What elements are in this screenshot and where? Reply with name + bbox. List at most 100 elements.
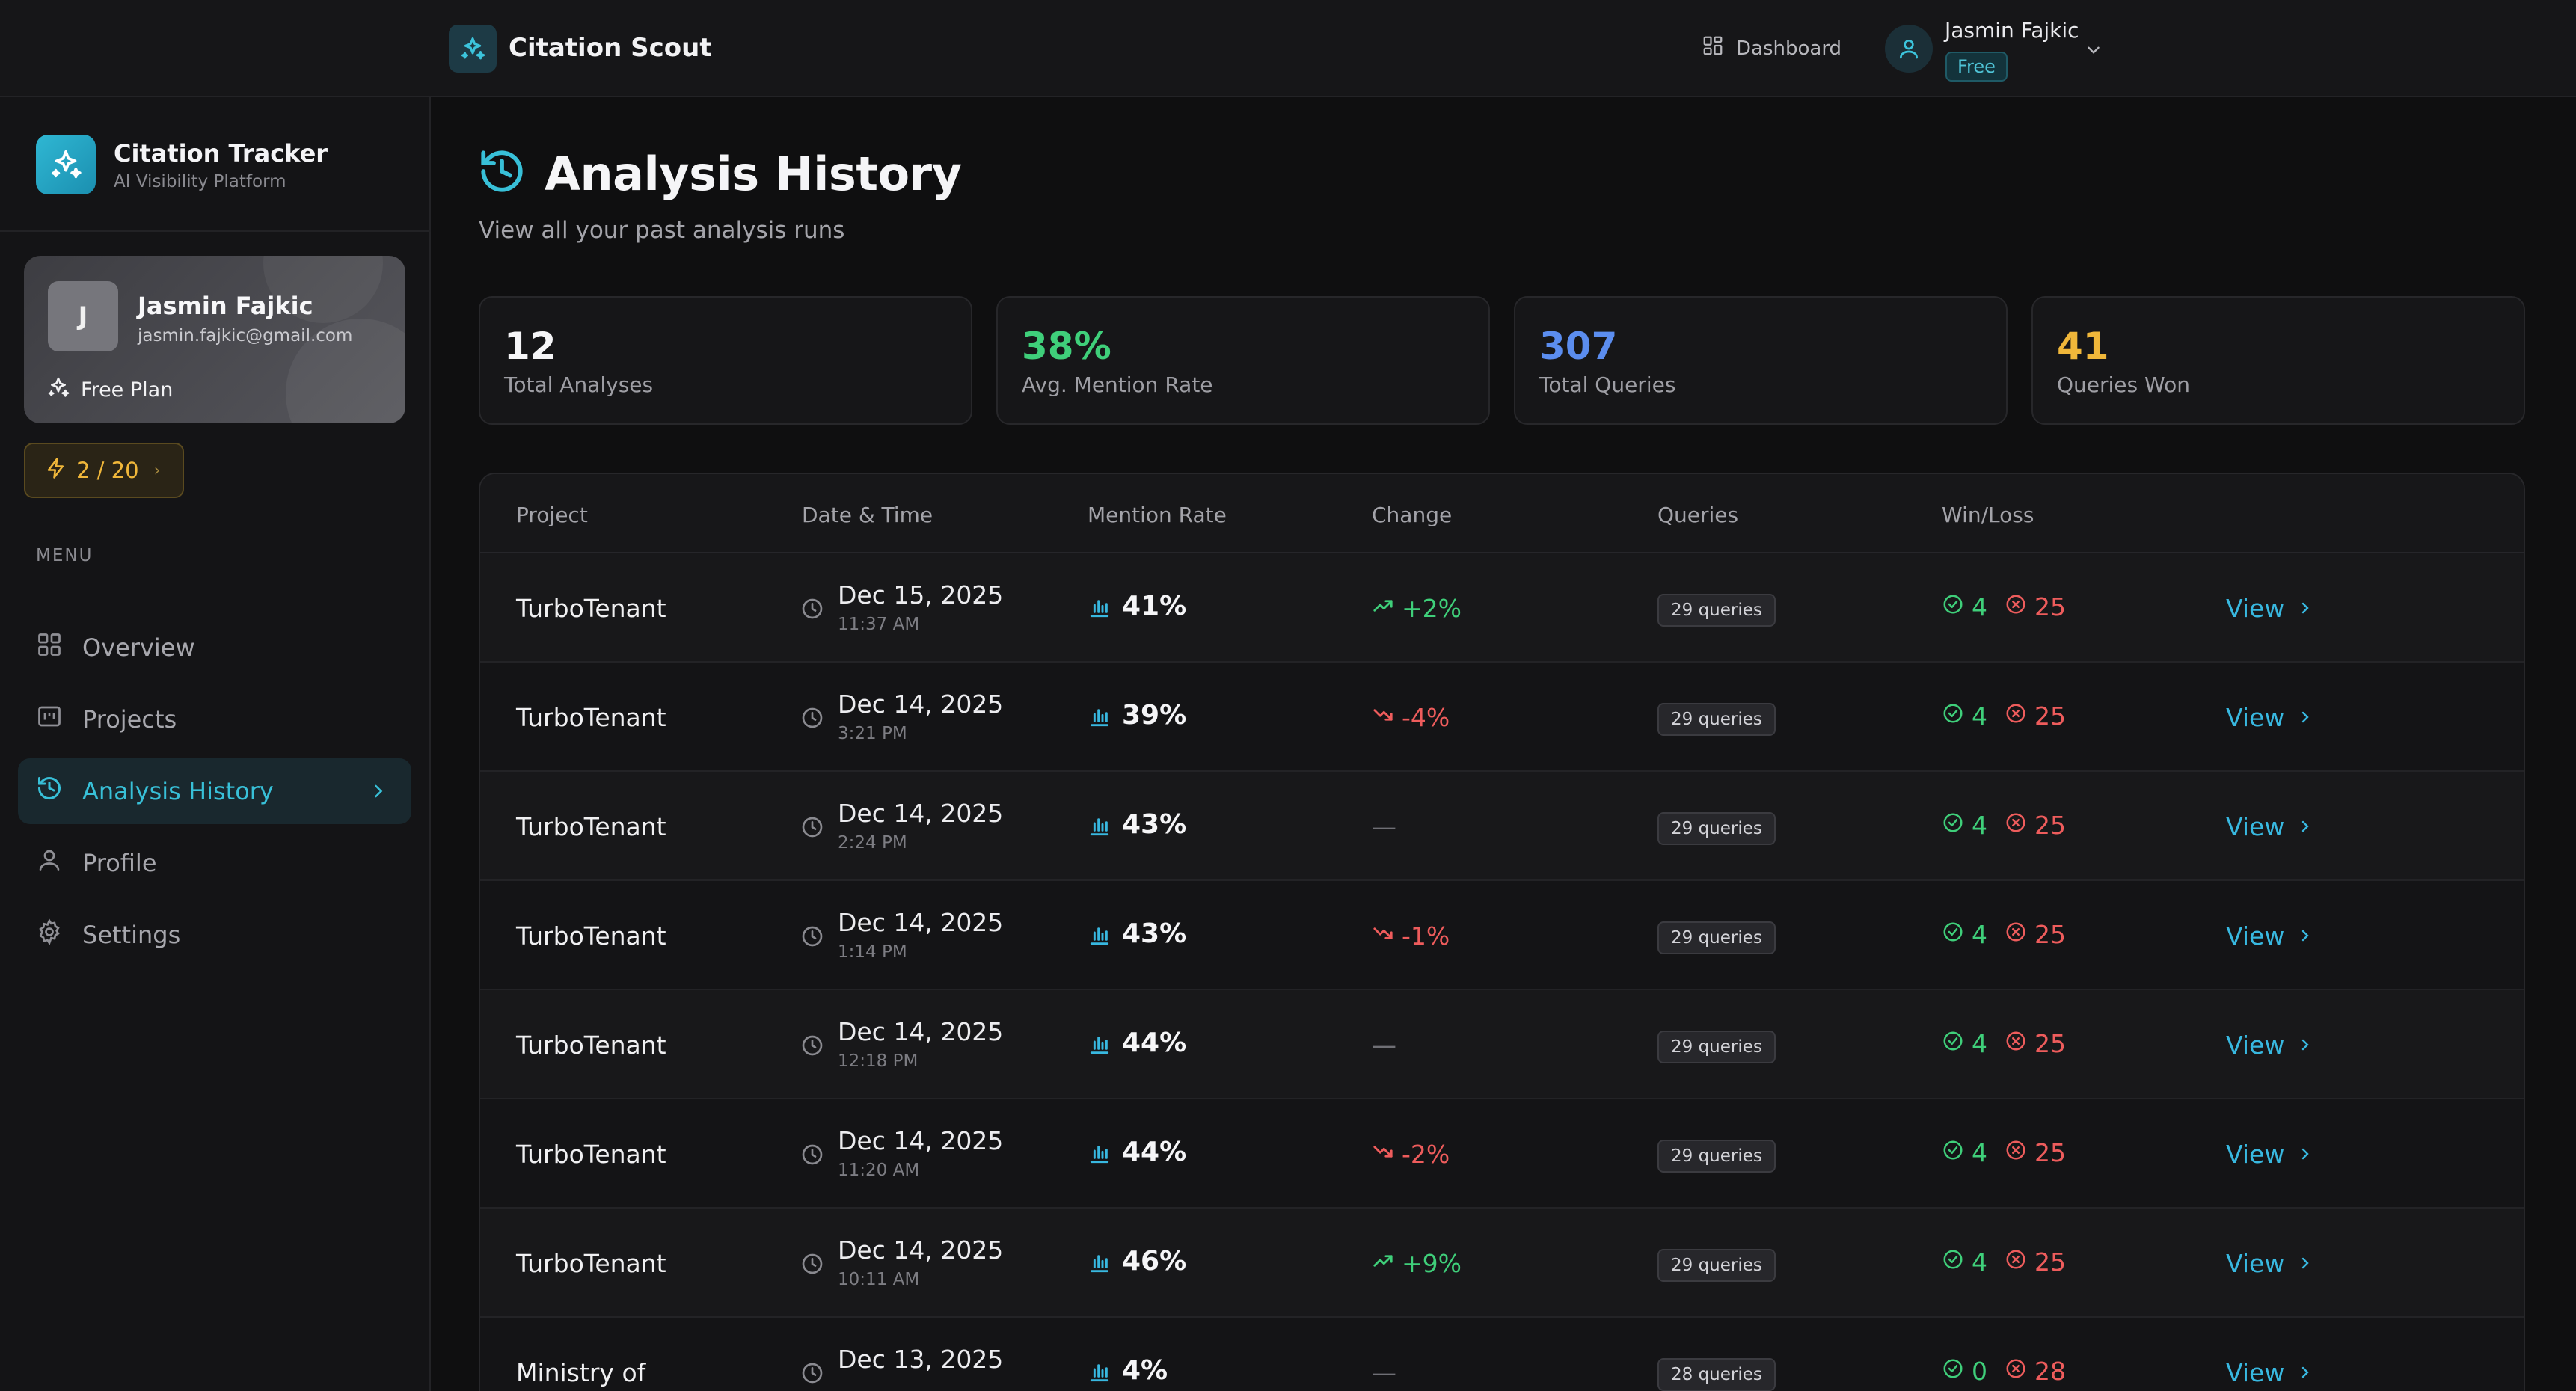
change-value: — — [1372, 812, 1396, 841]
view-button[interactable]: View — [2226, 1140, 2314, 1169]
run-date: Dec 14, 2025 — [838, 1235, 1004, 1265]
project-name: TurboTenant — [516, 703, 666, 732]
wins-count: 4 — [1942, 701, 1987, 731]
run-time: 1:14 PM — [838, 942, 907, 962]
mention-rate: 4% — [1122, 1355, 1168, 1386]
column-header-project: Project — [516, 503, 588, 527]
stat-card-total-queries: 307 Total Queries — [1514, 296, 2008, 425]
wins-value: 4 — [1972, 1029, 1987, 1058]
top-bar: Citation Scout Dashboard Jasmin Fajkic F… — [0, 0, 2576, 97]
change-indicator: +9% — [1372, 1249, 1462, 1278]
chevron-right-icon — [368, 779, 389, 808]
app-title[interactable]: Citation Scout — [509, 33, 712, 63]
losses-count: 25 — [2005, 920, 2066, 949]
wins-count: 4 — [1942, 920, 1987, 949]
wins-value: 4 — [1972, 1138, 1987, 1167]
column-header-win-loss: Win/Loss — [1942, 503, 2034, 527]
table-row[interactable]: TurboTenant Dec 14, 2025 11:20 AM 44% -2% 29 … — [480, 1099, 2524, 1209]
change-indicator: — — [1372, 1031, 1396, 1060]
bar-chart-icon — [1088, 924, 1111, 951]
change-value: — — [1372, 1031, 1396, 1060]
queries-badge: 29 queries — [1657, 703, 1776, 736]
view-label: View — [2226, 812, 2285, 841]
view-label: View — [2226, 921, 2285, 951]
view-label: View — [2226, 1140, 2285, 1169]
losses-value: 25 — [2034, 1138, 2066, 1167]
mention-rate: 46% — [1122, 1246, 1187, 1277]
check-circle-icon — [1942, 1138, 1964, 1167]
user-card[interactable]: J Jasmin Fajkic jasmin.fajkic@gmail.com … — [24, 256, 405, 423]
dashboard-link[interactable]: Dashboard — [1702, 34, 1841, 62]
stat-card-total-analyses: 12 Total Analyses — [479, 296, 972, 425]
losses-value: 25 — [2034, 920, 2066, 949]
sidebar-item-settings[interactable]: Settings — [18, 902, 411, 968]
user-name[interactable]: Jasmin Fajkic — [1945, 18, 2079, 43]
change-value: +9% — [1402, 1249, 1462, 1278]
user-icon — [36, 847, 63, 879]
sidebar-item-label: Settings — [82, 921, 181, 949]
sidebar-item-label: Analysis History — [82, 777, 274, 805]
change-value: — — [1372, 1358, 1396, 1387]
grid-icon — [36, 631, 63, 664]
queries-badge: 29 queries — [1657, 1031, 1776, 1063]
bar-chart-icon — [1088, 596, 1111, 623]
view-button[interactable]: View — [2226, 703, 2314, 732]
view-button[interactable]: View — [2226, 812, 2314, 841]
trending-down-icon — [1372, 1140, 1394, 1169]
plan-badge: Free — [1945, 52, 2008, 82]
credits-count: 2 / 20 — [76, 458, 139, 483]
losses-value: 25 — [2034, 1029, 2066, 1058]
losses-value: 25 — [2034, 592, 2066, 621]
table-row[interactable]: TurboTenant Dec 14, 2025 12:18 PM 44% — 29 qu… — [480, 990, 2524, 1099]
menu-section-label: MENU — [36, 546, 93, 565]
table-row[interactable]: TurboTenant Dec 15, 2025 11:37 AM 41% +2% 29 … — [480, 553, 2524, 663]
table-row[interactable]: TurboTenant Dec 14, 2025 10:11 AM 46% +9% 29 … — [480, 1209, 2524, 1318]
run-time: 11:37 AM — [838, 615, 920, 634]
mention-rate: 44% — [1122, 1028, 1187, 1058]
check-circle-icon — [1942, 701, 1964, 731]
credits-button[interactable]: 2 / 20 › — [24, 443, 184, 498]
view-button[interactable]: View — [2226, 1358, 2314, 1387]
sidebar-item-label: Overview — [82, 633, 195, 662]
x-circle-icon — [2005, 1138, 2027, 1167]
bar-chart-icon — [1088, 1251, 1111, 1278]
column-header-change: Change — [1372, 503, 1453, 527]
clock-icon — [800, 924, 824, 951]
table-row[interactable]: TurboTenant Dec 14, 2025 1:14 PM 43% -1% 29 q… — [480, 881, 2524, 990]
view-button[interactable]: View — [2226, 921, 2314, 951]
wins-count: 4 — [1942, 811, 1987, 840]
view-button[interactable]: View — [2226, 1249, 2314, 1278]
sidebar-item-overview[interactable]: Overview — [18, 615, 411, 681]
stat-label: Total Analyses — [504, 372, 654, 397]
table-row[interactable]: TurboTenant Dec 14, 2025 2:24 PM 43% — 29 que… — [480, 772, 2524, 881]
losses-count: 25 — [2005, 811, 2066, 840]
wins-count: 4 — [1942, 592, 1987, 621]
sparkles-icon — [46, 375, 70, 405]
run-time: 11:20 AM — [838, 1161, 920, 1180]
sidebar-item-profile[interactable]: Profile — [18, 830, 411, 896]
projects-icon — [36, 703, 63, 736]
view-label: View — [2226, 1249, 2285, 1278]
project-name: TurboTenant — [516, 1140, 666, 1169]
x-circle-icon — [2005, 1247, 2027, 1277]
wins-value: 4 — [1972, 1247, 1987, 1277]
sidebar-item-analysis-history[interactable]: Analysis History — [18, 758, 411, 824]
view-button[interactable]: View — [2226, 594, 2314, 623]
mention-rate: 44% — [1122, 1137, 1187, 1167]
run-date: Dec 13, 2025 — [838, 1345, 1004, 1374]
sidebar-item-projects[interactable]: Projects — [18, 687, 411, 752]
table-row[interactable]: TurboTenant Dec 14, 2025 3:21 PM 39% -4% 29 q… — [480, 663, 2524, 772]
view-label: View — [2226, 1358, 2285, 1387]
table-row[interactable]: Ministry of Dec 13, 2025 4% — 28 queries 0 28 V… — [480, 1318, 2524, 1391]
sidebar-app-name: Citation Tracker — [114, 139, 328, 168]
change-indicator: -1% — [1372, 921, 1450, 951]
view-button[interactable]: View — [2226, 1031, 2314, 1060]
user-avatar-icon[interactable] — [1885, 25, 1933, 73]
queries-badge: 29 queries — [1657, 1249, 1776, 1282]
stat-value: 307 — [1539, 325, 1618, 368]
chevron-down-icon[interactable] — [2084, 40, 2103, 63]
change-indicator: -2% — [1372, 1140, 1450, 1169]
sparkles-logo-icon[interactable] — [449, 25, 497, 73]
chevron-right-icon — [2296, 703, 2314, 732]
